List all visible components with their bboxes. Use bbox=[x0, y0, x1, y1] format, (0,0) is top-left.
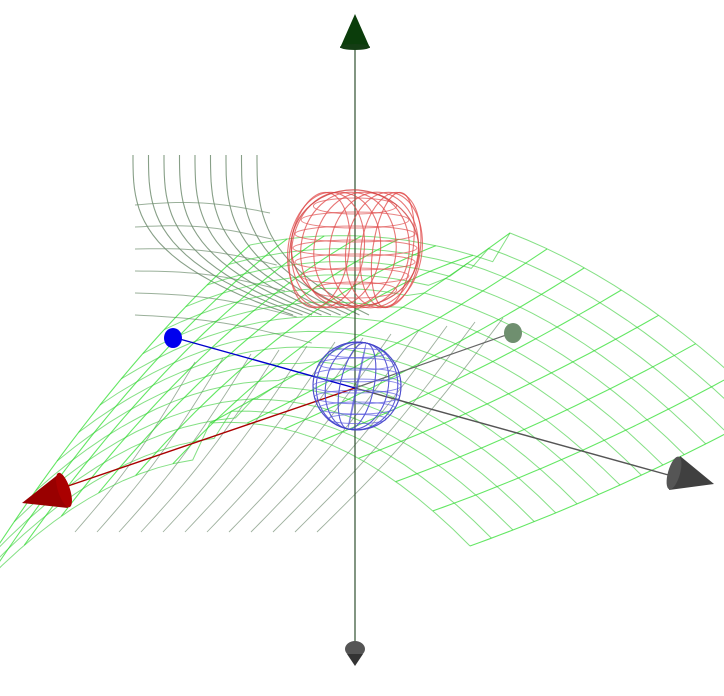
y-axis-arrow-base-icon bbox=[666, 456, 682, 490]
gray-vertical-line bbox=[178, 155, 322, 316]
x-axis-arrow-base-icon bbox=[56, 472, 72, 508]
sphere-outline bbox=[312, 341, 402, 431]
z-axis-arrow-icon[interactable] bbox=[340, 14, 370, 48]
gray-surface-grid bbox=[74, 155, 504, 533]
gray-horizontal-line bbox=[134, 270, 286, 292]
saddle-v-line bbox=[99, 330, 621, 486]
saddle-u-line bbox=[432, 379, 724, 512]
gray-diagonal-line bbox=[140, 349, 280, 533]
gray-horizontal-line bbox=[134, 292, 297, 318]
torus-parallel bbox=[312, 197, 398, 215]
saddle-u-line bbox=[0, 244, 251, 544]
blue-sphere-wireframe bbox=[312, 341, 402, 431]
saddle-v-line bbox=[249, 232, 724, 369]
saddle-v-line bbox=[121, 316, 642, 476]
gray-vertical-line bbox=[209, 155, 341, 316]
y-neg-axis-end-icon[interactable] bbox=[504, 323, 522, 343]
gray-vertical-line bbox=[163, 155, 313, 316]
gray-diagonal-line bbox=[316, 317, 504, 533]
y-axis-line bbox=[354, 387, 673, 477]
gray-diagonal-line bbox=[184, 341, 336, 533]
z-axis-arrow-base-icon bbox=[340, 44, 370, 50]
arrowheads bbox=[22, 14, 714, 666]
saddle-u-line bbox=[321, 289, 622, 442]
saddle-v-line bbox=[164, 287, 685, 455]
gray-diagonal-line bbox=[74, 361, 196, 533]
gray-vertical-line bbox=[225, 155, 351, 316]
gray-horizontal-line bbox=[134, 248, 277, 266]
saddle-v-line bbox=[35, 373, 557, 514]
z-neg-axis-end-icon[interactable] bbox=[345, 641, 365, 657]
blue-axis-end-icon[interactable] bbox=[164, 328, 182, 348]
torus-parallel bbox=[292, 239, 418, 257]
gray-vertical-line bbox=[147, 155, 303, 316]
gray-vertical-line bbox=[240, 155, 360, 316]
saddle-v-line bbox=[78, 346, 599, 495]
torus-parallel bbox=[294, 225, 416, 243]
gray-diagonal-line bbox=[206, 337, 364, 533]
saddle-v-line bbox=[0, 410, 492, 558]
gray-diagonal-line bbox=[228, 333, 392, 533]
torus-outline bbox=[290, 189, 420, 307]
saddle-v-line bbox=[13, 386, 535, 522]
gray-horizontal-line bbox=[134, 225, 272, 240]
saddle-v-line bbox=[185, 274, 707, 445]
saddle-u-line bbox=[395, 343, 696, 483]
gray-diagonal-line bbox=[294, 321, 476, 533]
saddle-v-line bbox=[142, 301, 664, 466]
saddle-v-line bbox=[56, 361, 578, 505]
saddle-v-line bbox=[228, 247, 724, 399]
x-axis-line bbox=[67, 387, 356, 487]
gray-vertical-line bbox=[132, 155, 294, 316]
sphere-parallel bbox=[327, 413, 387, 425]
red-torus-wireframe bbox=[287, 189, 423, 309]
torus-parallel bbox=[312, 281, 398, 299]
green-saddle-surface bbox=[0, 232, 724, 569]
z-neg-axis-arrow-icon bbox=[347, 654, 363, 666]
gray-horizontal-line bbox=[134, 202, 271, 214]
torus-parallel bbox=[300, 211, 410, 229]
gray-diagonal-line bbox=[96, 357, 224, 533]
gray-diagonal-line bbox=[250, 329, 420, 533]
saddle-v-line bbox=[0, 421, 471, 569]
torus-parallel bbox=[300, 267, 410, 285]
torus-parallel bbox=[294, 253, 416, 271]
gray-diagonal-line bbox=[118, 353, 252, 533]
y-neg-axis-line bbox=[354, 332, 513, 389]
